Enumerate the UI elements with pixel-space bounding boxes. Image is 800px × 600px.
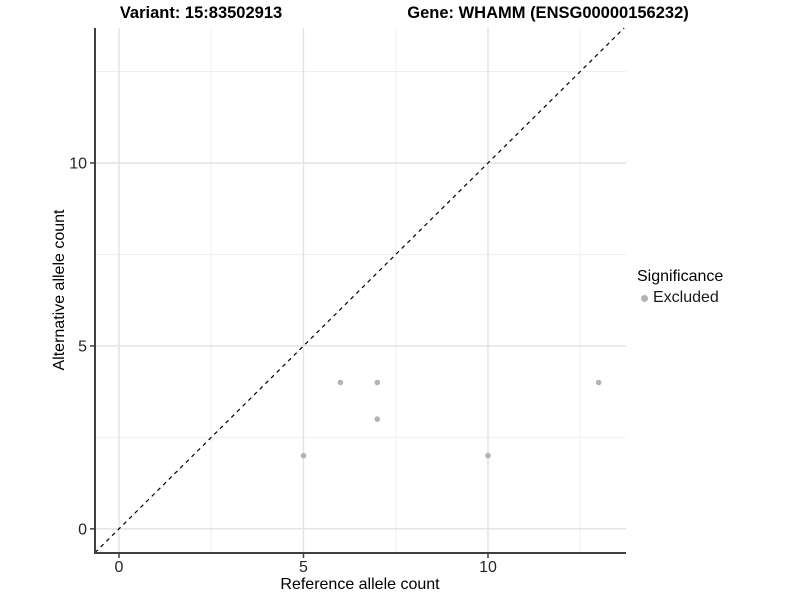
legend-key-dot bbox=[641, 294, 648, 302]
x-tick-label: 10 bbox=[479, 559, 497, 576]
x-axis-title: Reference allele count bbox=[280, 576, 440, 593]
data-point bbox=[485, 452, 491, 459]
legend: Significance Excluded bbox=[637, 268, 723, 307]
legend-title: Significance bbox=[637, 268, 724, 285]
data-point bbox=[595, 379, 602, 386]
data-point bbox=[374, 379, 381, 386]
data-point bbox=[337, 379, 344, 386]
gene-title: Gene: WHAMM (ENSG00000156232) bbox=[407, 4, 689, 22]
x-tick-label: 0 bbox=[115, 559, 124, 576]
variant-title: Variant: 15:83502913 bbox=[119, 4, 283, 22]
x-tick-label: 5 bbox=[299, 559, 308, 576]
legend-item-excluded: Excluded bbox=[637, 289, 723, 307]
data-point bbox=[374, 416, 381, 422]
y-tick-label: 10 bbox=[69, 156, 87, 173]
data-point bbox=[300, 452, 307, 459]
identity-line bbox=[94, 27, 625, 554]
y-tick-label: 0 bbox=[78, 521, 87, 538]
y-tick-label: 5 bbox=[78, 338, 87, 355]
legend-item-label: Excluded bbox=[653, 289, 719, 306]
